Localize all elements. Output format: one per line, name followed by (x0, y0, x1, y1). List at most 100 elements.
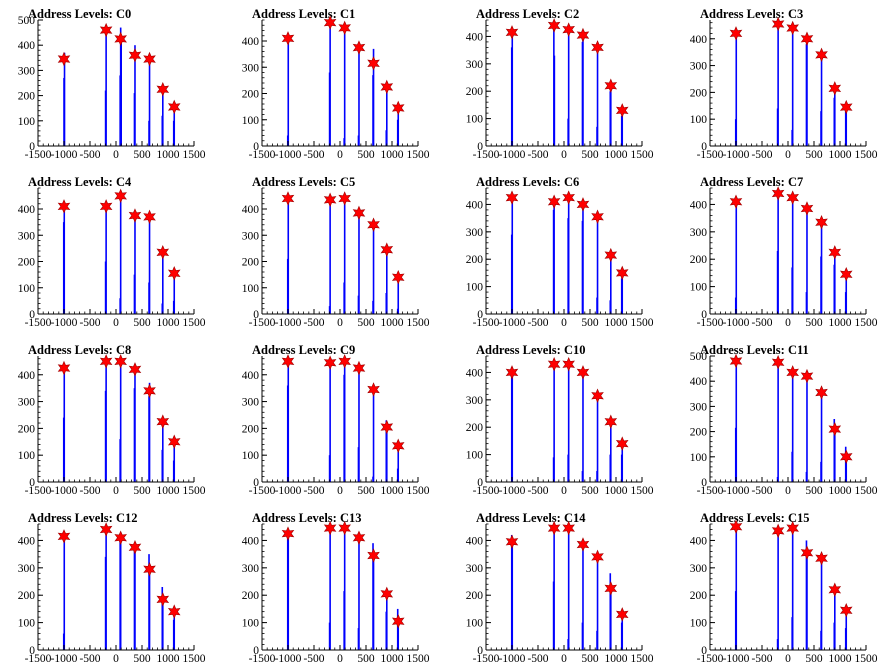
x-tick-label: 1000 (605, 317, 628, 329)
x-tick-label: 1500 (407, 653, 430, 665)
peak-marker (562, 356, 575, 372)
peak-marker (143, 209, 156, 225)
peak-marker (367, 217, 380, 233)
y-tick-label: 100 (242, 450, 260, 462)
peak-marker (128, 362, 142, 377)
peak-marker (815, 47, 828, 63)
peak-marker (591, 549, 604, 565)
chart-title: Address Levels: C8 (28, 343, 131, 357)
peak-marker (391, 100, 405, 116)
x-tick-label: 1000 (381, 149, 404, 161)
peak-marker (99, 199, 113, 214)
x-tick-label: 0 (561, 317, 567, 329)
x-tick-label: -1000 (275, 485, 302, 497)
peak-marker (771, 523, 785, 539)
x-tick-label: 1000 (157, 149, 180, 161)
x-tick-label: 500 (133, 485, 151, 497)
chart-title: Address Levels: C1 (252, 7, 355, 21)
x-tick-label: -1500 (25, 149, 52, 161)
x-tick-label: 0 (113, 653, 119, 665)
x-tick-label: -500 (79, 653, 100, 665)
chart-panel-3: Address Levels: C3 0 100 200 300 400 -1500 -100… (690, 7, 878, 161)
x-tick-label: -500 (79, 485, 100, 497)
y-tick-label: 400 (466, 367, 484, 379)
y-tick-label: 100 (690, 618, 708, 630)
peak-marker (114, 530, 127, 545)
peak-marker (800, 201, 814, 216)
y-tick-label: 0 (253, 645, 259, 657)
peak-marker (815, 550, 828, 566)
chart-panel-10: Address Levels: C10 0 100 200 300 400 -1500 -10… (466, 343, 654, 497)
x-tick-label: -500 (79, 317, 100, 329)
y-tick-label: 0 (29, 477, 35, 489)
x-tick-label: -1500 (697, 485, 724, 497)
peak-marker (505, 190, 519, 205)
peak-marker (114, 188, 127, 204)
x-tick-label: 500 (805, 653, 823, 665)
y-tick-label: 400 (466, 31, 484, 43)
y-tick-label: 0 (29, 141, 35, 153)
peak-marker (839, 267, 853, 282)
x-tick-label: 1000 (381, 485, 404, 497)
peak-marker (380, 586, 394, 602)
x-tick-label: -500 (303, 653, 324, 665)
peak-marker (338, 520, 351, 536)
y-tick-label: 200 (690, 427, 708, 439)
y-tick-label: 400 (690, 535, 708, 547)
x-tick-label: 500 (357, 653, 375, 665)
x-tick-label: -1500 (697, 317, 724, 329)
y-tick-label: 0 (253, 477, 259, 489)
chart-title: Address Levels: C3 (700, 7, 803, 21)
x-tick-label: -500 (527, 317, 548, 329)
x-tick-label: 500 (805, 485, 823, 497)
peak-marker (352, 530, 366, 545)
peak-marker (505, 534, 519, 550)
y-tick-label: 100 (242, 618, 260, 630)
y-tick-label: 500 (18, 15, 36, 27)
peak-marker (380, 419, 394, 435)
x-tick-label: 1000 (157, 653, 180, 665)
chart-title: Address Levels: C12 (28, 511, 138, 525)
peak-marker (815, 214, 828, 230)
chart-title: Address Levels: C0 (28, 7, 131, 21)
x-tick-label: 0 (785, 653, 791, 665)
y-tick-label: 0 (701, 141, 707, 153)
x-tick-label: 1000 (829, 317, 852, 329)
x-tick-label: -500 (527, 149, 548, 161)
peak-marker (839, 449, 853, 465)
y-tick-label: 500 (690, 351, 708, 363)
y-tick-label: 200 (242, 89, 260, 101)
peak-marker (615, 265, 629, 281)
y-tick-label: 0 (477, 477, 483, 489)
peak-marker (352, 40, 366, 55)
peak-marker (576, 537, 590, 552)
x-tick-label: 0 (785, 317, 791, 329)
x-tick-label: 1000 (381, 317, 404, 329)
peak-marker (615, 436, 629, 451)
peak-marker (815, 385, 828, 400)
peak-marker (604, 414, 618, 430)
peak-marker (338, 354, 351, 369)
y-tick-label: 100 (466, 282, 484, 294)
chart-panel-7: Address Levels: C7 0 100 200 300 400 -1500 -100… (690, 175, 878, 329)
peak-marker (615, 607, 629, 622)
x-tick-label: -1000 (51, 149, 78, 161)
peak-marker (281, 526, 295, 541)
y-tick-label: 300 (242, 397, 260, 409)
x-tick-label: 1500 (183, 317, 206, 329)
y-tick-label: 0 (701, 477, 707, 489)
x-tick-label: -1500 (697, 653, 724, 665)
x-tick-label: 1000 (605, 149, 628, 161)
x-tick-label: -1000 (499, 653, 526, 665)
y-tick-label: 200 (466, 422, 484, 434)
chart-panel-1: Address Levels: C1 0 100 200 300 400 -1500 -100… (242, 7, 430, 161)
chart-title: Address Levels: C9 (252, 343, 355, 357)
peak-marker (114, 354, 127, 369)
y-tick-label: 200 (18, 91, 36, 103)
chart-panel-4: Address Levels: C4 0 100 200 300 400 -1500 -100… (18, 175, 206, 329)
y-tick-label: 400 (242, 36, 260, 48)
peak-marker (99, 354, 113, 369)
y-tick-label: 100 (690, 452, 708, 464)
peak-marker (323, 520, 337, 536)
x-tick-label: 1500 (631, 317, 654, 329)
